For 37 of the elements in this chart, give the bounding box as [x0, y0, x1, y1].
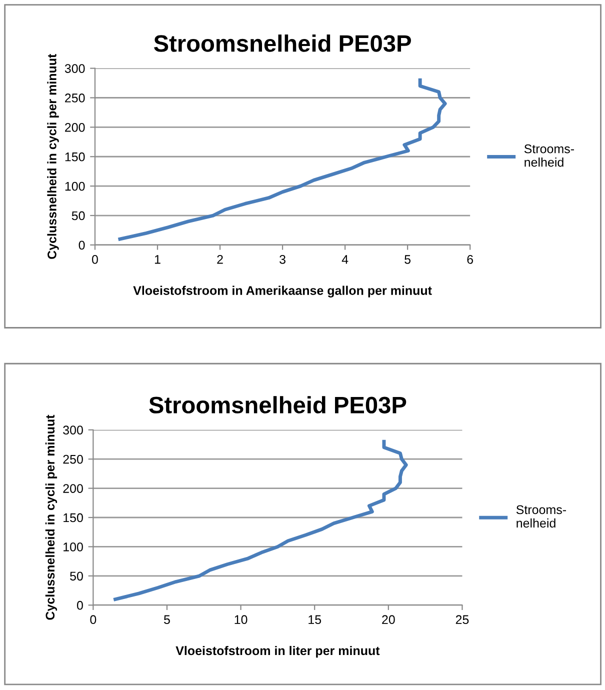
x-tick-label: 6 [467, 255, 474, 264]
x-tick-label: 15 [308, 615, 322, 624]
line-series [114, 440, 408, 602]
x-tick-label: 2 [217, 255, 223, 264]
x-tick-label: 25 [456, 615, 469, 624]
y-axis-title: Cyclussnelheid in cycli per minuut [47, 54, 59, 259]
y-tick-label: 0 [78, 240, 85, 250]
legend-label: Strooms- nelheid [516, 505, 566, 528]
y-tick-label: 50 [70, 572, 83, 581]
y-tick-label: 200 [63, 484, 83, 493]
x-tick-label: 20 [382, 615, 395, 624]
x-axis-title: Vloeistofstroom in Amerikaanse gallon per minuut [133, 286, 432, 298]
x-axis-title: Vloeistofstroom in liter per minuut [176, 646, 380, 658]
y-tick-label: 150 [65, 152, 85, 162]
chart-title: Stroomsnelheid PE03P [154, 34, 411, 52]
y-tick-label: 100 [64, 542, 83, 552]
x-tick-label: 5 [164, 615, 170, 624]
y-tick-label: 250 [65, 94, 85, 102]
y-tick-label: 250 [63, 454, 83, 464]
y-tick-label: 300 [64, 64, 85, 73]
x-tick-label: 0 [90, 615, 96, 624]
y-axis-title: Cyclussnelheid in cycli per minuut [45, 414, 58, 620]
y-tick-label: 50 [72, 211, 85, 220]
y-tick-label: 100 [65, 182, 85, 191]
x-tick-label: 0 [92, 255, 98, 264]
line-series [118, 78, 447, 241]
chart-title: Stroomsnelheid PE03P [149, 396, 406, 414]
y-tick-label: 200 [65, 122, 85, 132]
x-tick-label: 10 [234, 615, 248, 624]
y-tick-label: 300 [63, 426, 83, 435]
x-tick-label: 4 [342, 255, 348, 264]
x-tick-label: 3 [280, 255, 286, 264]
x-tick-label: 5 [404, 255, 411, 264]
y-tick-label: 150 [64, 513, 83, 522]
y-tick-label: 0 [76, 600, 83, 610]
x-tick-label: 1 [154, 255, 160, 264]
legend-label: Strooms- nelheid [524, 144, 574, 167]
